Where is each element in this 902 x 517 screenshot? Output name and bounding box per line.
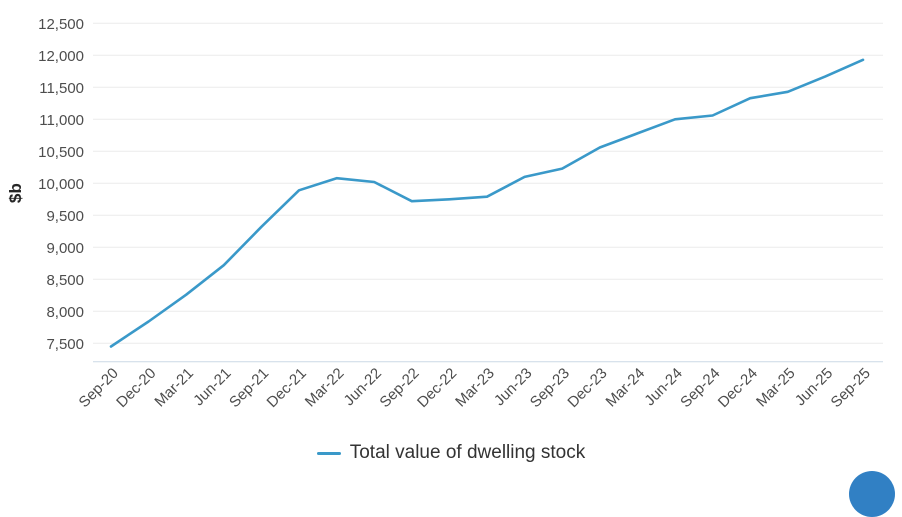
x-tick-labels: Sep-20Dec-20Mar-21Jun-21Sep-21Dec-21Mar-…	[76, 365, 874, 411]
x-tick-label: Sep-24	[677, 365, 723, 411]
x-tick-label: Mar-24	[603, 365, 649, 411]
y-axis-title: $b	[6, 182, 25, 204]
y-tick-label: 10,000	[38, 176, 84, 193]
y-tick-labels: 7,500 8,000 8,500 9,000 9,500 10,000 10,500 11,…	[38, 16, 84, 353]
x-tick-label: Dec-22	[414, 365, 460, 411]
y-tick-label: 12,000	[38, 48, 84, 65]
x-tick-label: Mar-21	[151, 365, 197, 411]
y-tick-label: 12,500	[38, 16, 84, 33]
y-tick-label: 8,500	[46, 272, 84, 289]
x-tick-label: Jun-23	[491, 365, 535, 409]
x-tick-label: Mar-25	[753, 365, 799, 411]
y-tick-label: 9,500	[46, 208, 84, 225]
x-tick-label: Sep-21	[226, 365, 272, 411]
y-tick-label: 10,500	[38, 144, 84, 161]
chart-canvas: $b 7,500 8,000 8,500 9,000 9,500 10,000 10,500…	[0, 16, 902, 517]
x-tick-label: Sep-25	[828, 365, 874, 411]
legend-line-marker-icon	[316, 451, 341, 455]
y-tick-label: 9,000	[46, 240, 84, 257]
y-tick-label: 8,000	[46, 304, 84, 321]
x-tick-label: Sep-22	[376, 365, 422, 411]
legend-label[interactable]: Total value of dwelling stock	[349, 442, 586, 463]
y-tick-label: 11,000	[39, 112, 84, 129]
legend: Total value of dwelling stock	[0, 438, 902, 468]
x-tick-label: Jun-25	[792, 365, 836, 409]
x-tick-label: Jun-22	[341, 365, 385, 409]
x-tick-label: Mar-23	[452, 365, 498, 411]
x-tick-label: Dec-24	[715, 365, 761, 411]
line-chart: 7,500 8,000 8,500 9,000 9,500 10,000 10,500 11,…	[38, 16, 883, 411]
x-tick-label: Jun-21	[190, 365, 234, 409]
x-tick-label: Dec-20	[113, 365, 159, 411]
x-tick-label: Sep-20	[76, 365, 122, 411]
y-gridlines	[93, 22, 883, 344]
x-tick-label: Sep-23	[527, 365, 573, 411]
y-tick-label: 11,500	[39, 80, 84, 97]
y-tick-label: 7,500	[46, 336, 84, 353]
x-tick-label: Mar-22	[302, 365, 348, 411]
x-tick-label: Jun-24	[641, 365, 685, 409]
floating-action-button[interactable]	[849, 471, 895, 517]
x-tick-label: Dec-21	[264, 365, 310, 411]
x-tick-label: Dec-23	[564, 365, 610, 411]
series-line-total-value[interactable]	[109, 58, 865, 348]
